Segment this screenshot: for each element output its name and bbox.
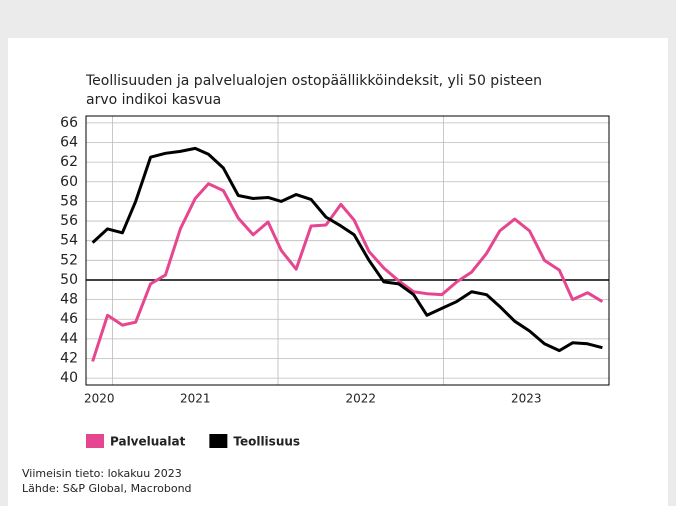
y-tick-label: 44 [60,331,78,347]
y-tick-label: 52 [60,252,78,268]
y-tick-label: 50 [60,272,78,288]
chart-title: arvo indikoi kasvua [86,92,221,108]
plot-frame [85,115,610,386]
y-tick-label: 64 [60,135,78,151]
x-tick-label: 2023 [511,392,542,406]
legend-label: Palvelualat [110,435,186,449]
y-tick-label: 66 [60,115,78,131]
y-tick-label: 62 [60,154,78,170]
y-tick-label: 40 [60,370,78,386]
x-tick-label: 2022 [345,392,376,406]
panel [8,38,668,506]
y-tick-label: 56 [60,213,78,229]
legend-swatch [209,434,228,448]
x-tick-label: 2021 [180,392,211,406]
y-tick-label: 42 [60,350,78,366]
y-tick-label: 54 [60,233,78,249]
chart-title: Teollisuuden ja palvelualojen ostopäälli… [85,73,542,89]
line-series [91,182,604,362]
y-tick-label: 48 [60,292,78,308]
note: Lähde: S&P Global, Macrobond [22,482,192,495]
x-tick-label: 2020 [84,392,115,406]
legend-swatch [86,434,104,448]
y-tick-label: 58 [60,193,78,209]
note: Viimeisin tieto: lokakuu 2023 [22,467,182,480]
y-tick-label: 46 [60,311,78,327]
legend-label: Teollisuus [233,435,300,449]
y-tick-label: 60 [60,174,78,190]
line-series [91,146,603,353]
